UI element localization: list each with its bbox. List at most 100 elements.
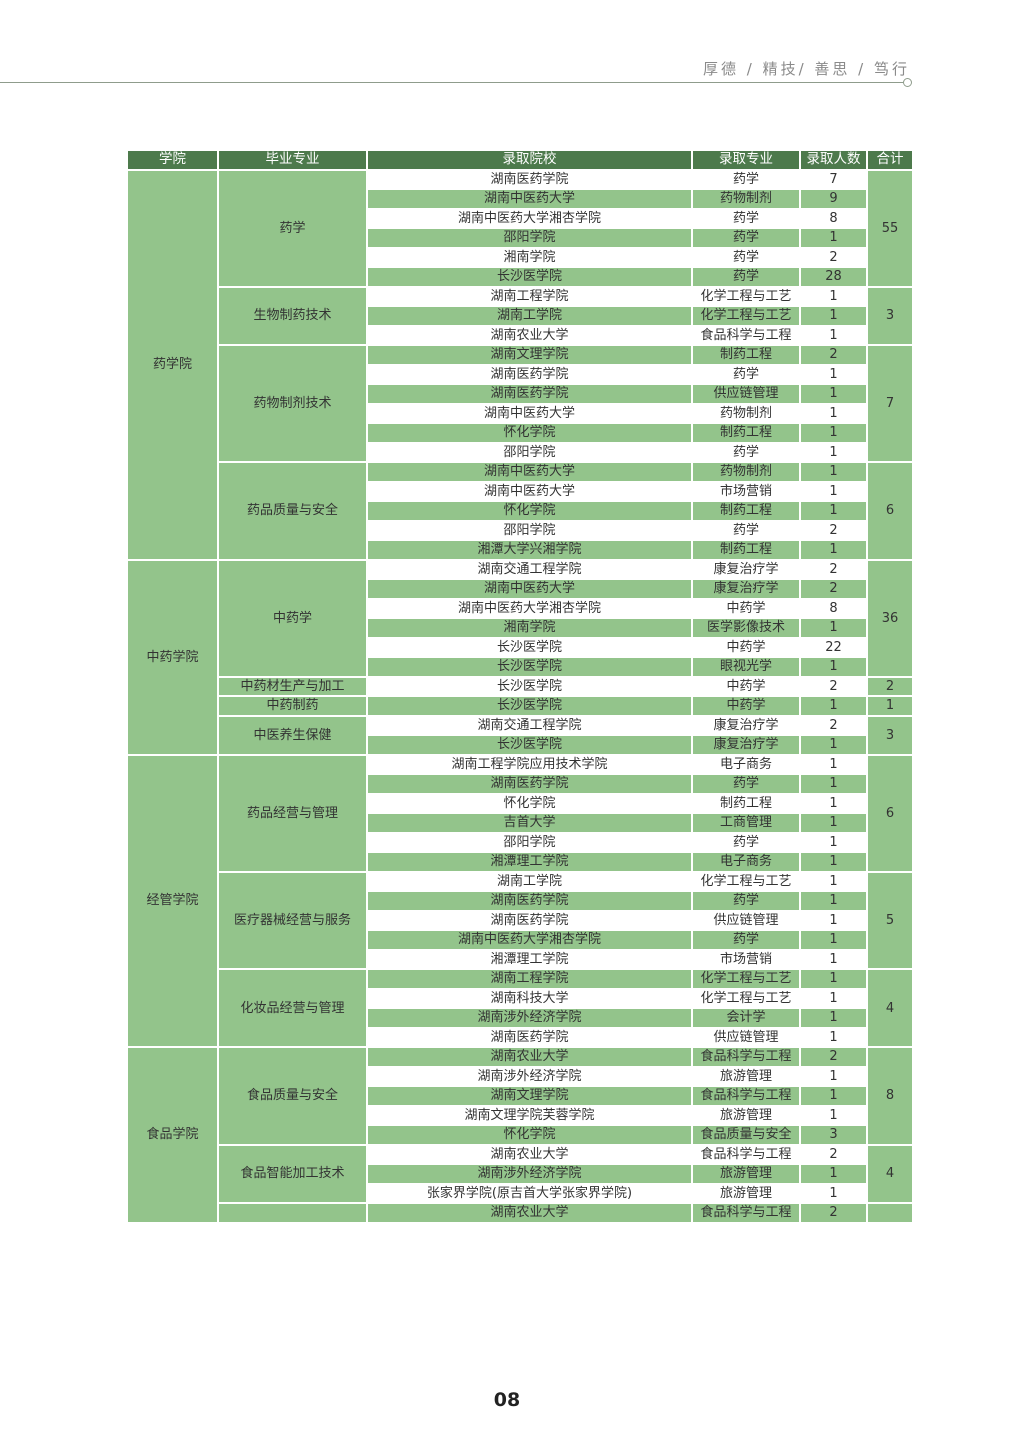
admitted-count-cell: 1 <box>799 695 868 717</box>
graduate-major-cell: 化妆品经营与管理 <box>217 968 368 1048</box>
admitted-major-cell: 药学 <box>691 831 801 853</box>
admitted-count-cell: 2 <box>799 714 868 736</box>
admitted-school-cell: 湘潭理工学院 <box>366 851 693 873</box>
graduate-major-cell: 药物制剂技术 <box>217 344 368 463</box>
table-row: 湖南农业大学 食品科学与工程 1 <box>127 324 913 346</box>
admitted-count-cell: 1 <box>799 402 868 424</box>
admitted-count-cell: 1 <box>799 734 868 756</box>
admitted-major-cell: 药学 <box>691 773 801 795</box>
admitted-major-cell: 制药工程 <box>691 792 801 814</box>
table-row: 生物制药技术 湖南工程学院 化学工程与工艺 1 3 <box>127 285 914 346</box>
table-row: 医疗器械经营与服务 湖南工学院 化学工程与工艺 1 5 <box>127 870 914 970</box>
admitted-school-cell: 湘潭理工学院 <box>366 948 693 970</box>
table-row: 湖南中医药大学 康复治疗学 2 <box>127 578 913 600</box>
table-row: 怀化学院 制药工程 1 <box>127 792 913 814</box>
admitted-major-cell: 药学 <box>691 246 801 268</box>
table-row: 湘南学院 医学影像技术 1 <box>127 617 913 639</box>
table-row: 湘南学院 药学 2 <box>127 246 913 268</box>
admitted-school-cell: 湖南农业大学 <box>366 1046 693 1068</box>
admitted-major-cell: 康复治疗学 <box>691 558 801 580</box>
admitted-major-cell: 药学 <box>691 441 801 463</box>
admitted-major-cell: 中药学 <box>691 636 801 658</box>
admitted-school-cell: 湖南农业大学 <box>366 324 693 346</box>
admitted-school-cell: 湖南中医药大学湘杏学院 <box>366 207 693 229</box>
header-total: 合计 <box>866 149 914 171</box>
table-row: 化妆品经营与管理 湖南工程学院 化学工程与工艺 1 4 <box>127 968 914 1048</box>
admitted-major-cell: 食品质量与安全 <box>691 1124 801 1146</box>
admitted-major-cell: 化学工程与工艺 <box>691 285 801 307</box>
header-admitted-school: 录取院校 <box>366 149 693 171</box>
admitted-school-cell: 湖南农业大学 <box>366 1143 693 1165</box>
admitted-major-cell: 食品科学与工程 <box>691 1143 801 1165</box>
admitted-count-cell: 1 <box>799 1026 868 1048</box>
admitted-major-cell: 药学 <box>691 519 801 541</box>
header-admitted-count: 录取人数 <box>799 149 868 171</box>
admitted-major-cell: 供应链管理 <box>691 1026 801 1048</box>
admitted-school-cell: 湖南中医药大学 <box>366 461 693 483</box>
total-cell: 1 <box>866 695 914 717</box>
admitted-school-cell: 湖南文理学院芙蓉学院 <box>366 1104 693 1126</box>
admitted-school-cell: 湖南交通工程学院 <box>366 714 693 736</box>
college-cell: 中药学院 <box>126 558 219 756</box>
admitted-school-cell: 怀化学院 <box>366 422 693 444</box>
admitted-school-cell: 长沙医学院 <box>366 695 693 717</box>
college-cell: 药学院 <box>126 168 219 561</box>
admitted-major-cell: 化学工程与工艺 <box>691 968 801 990</box>
admitted-school-cell: 湖南涉外经济学院 <box>366 1065 693 1087</box>
total-cell: 4 <box>866 968 914 1048</box>
admitted-school-cell: 湖南医药学院 <box>366 363 693 385</box>
admitted-count-cell: 2 <box>799 675 868 697</box>
total-cell: 4 <box>866 1143 914 1204</box>
admitted-major-cell: 康复治疗学 <box>691 734 801 756</box>
admitted-count-cell: 1 <box>799 948 868 970</box>
admitted-school-cell: 湖南中医药大学 <box>366 188 693 210</box>
admitted-major-cell: 药物制剂 <box>691 188 801 210</box>
admitted-major-cell: 医学影像技术 <box>691 617 801 639</box>
admitted-count-cell: 1 <box>799 909 868 931</box>
total-cell <box>866 1202 914 1224</box>
admitted-count-cell: 8 <box>799 597 868 619</box>
admitted-school-cell: 湖南涉外经济学院 <box>366 1163 693 1185</box>
admitted-school-cell: 湖南医药学院 <box>366 383 693 405</box>
admitted-major-cell: 化学工程与工艺 <box>691 987 801 1009</box>
total-cell: 36 <box>866 558 914 678</box>
graduate-major-cell: 中医养生保健 <box>217 714 368 756</box>
admitted-school-cell: 湘潭大学兴湘学院 <box>366 539 693 561</box>
admitted-major-cell: 康复治疗学 <box>691 714 801 736</box>
table-row: 湖南医药学院 供应链管理 1 <box>127 383 913 405</box>
header-admitted-major: 录取专业 <box>691 149 801 171</box>
admitted-major-cell: 电子商务 <box>691 851 801 873</box>
admitted-major-cell: 食品科学与工程 <box>691 1202 801 1224</box>
admitted-school-cell: 湘南学院 <box>366 617 693 639</box>
admitted-major-cell: 制药工程 <box>691 422 801 444</box>
admitted-count-cell: 1 <box>799 773 868 795</box>
total-cell: 5 <box>866 870 914 970</box>
table-row: 长沙医学院 眼视光学 1 <box>127 656 913 678</box>
admitted-count-cell: 9 <box>799 188 868 210</box>
table-row: 湖南医药学院 药学 1 <box>127 363 913 385</box>
admitted-school-cell: 湖南医药学院 <box>366 909 693 931</box>
table-row: 药学院 药学 湖南医药学院 药学 7 55 <box>126 168 914 561</box>
school-motto: 厚德 / 精技/ 善思 / 笃行 <box>702 60 910 78</box>
table-row: 经管学院 药品经营与管理 湖南工程学院应用技术学院 电子商务 1 6 <box>126 753 914 1048</box>
table-row: 长沙医学院 药学 28 <box>127 266 913 288</box>
admitted-major-cell: 供应链管理 <box>691 909 801 931</box>
table-row: 湖南医药学院 药学 1 <box>127 890 913 912</box>
admitted-major-cell: 药学 <box>691 890 801 912</box>
table-row: 湖南文理学院芙蓉学院 旅游管理 1 <box>127 1104 913 1126</box>
admitted-major-cell: 食品科学与工程 <box>691 324 801 346</box>
admitted-count-cell: 22 <box>799 636 868 658</box>
table-row: 湖南中医药大学湘杏学院 药学 1 <box>127 929 913 951</box>
admitted-major-cell: 化学工程与工艺 <box>691 870 801 892</box>
admitted-school-cell: 湖南涉外经济学院 <box>366 1007 693 1029</box>
admitted-school-cell: 湖南医药学院 <box>366 168 693 190</box>
admitted-count-cell: 1 <box>799 929 868 951</box>
graduate-major-cell: 医疗器械经营与服务 <box>217 870 368 970</box>
admitted-count-cell: 1 <box>799 831 868 853</box>
admitted-count-cell: 1 <box>799 812 868 834</box>
admitted-count-cell: 1 <box>799 441 868 463</box>
admission-table: 学院 毕业专业 录取院校 录取专业 录取人数 合计 药学院 药学 湖南医药学院 药学 7… <box>126 149 914 1224</box>
admitted-school-cell: 湖南工学院 <box>366 870 693 892</box>
admitted-major-cell: 制药工程 <box>691 500 801 522</box>
admitted-major-cell: 中药学 <box>691 675 801 697</box>
